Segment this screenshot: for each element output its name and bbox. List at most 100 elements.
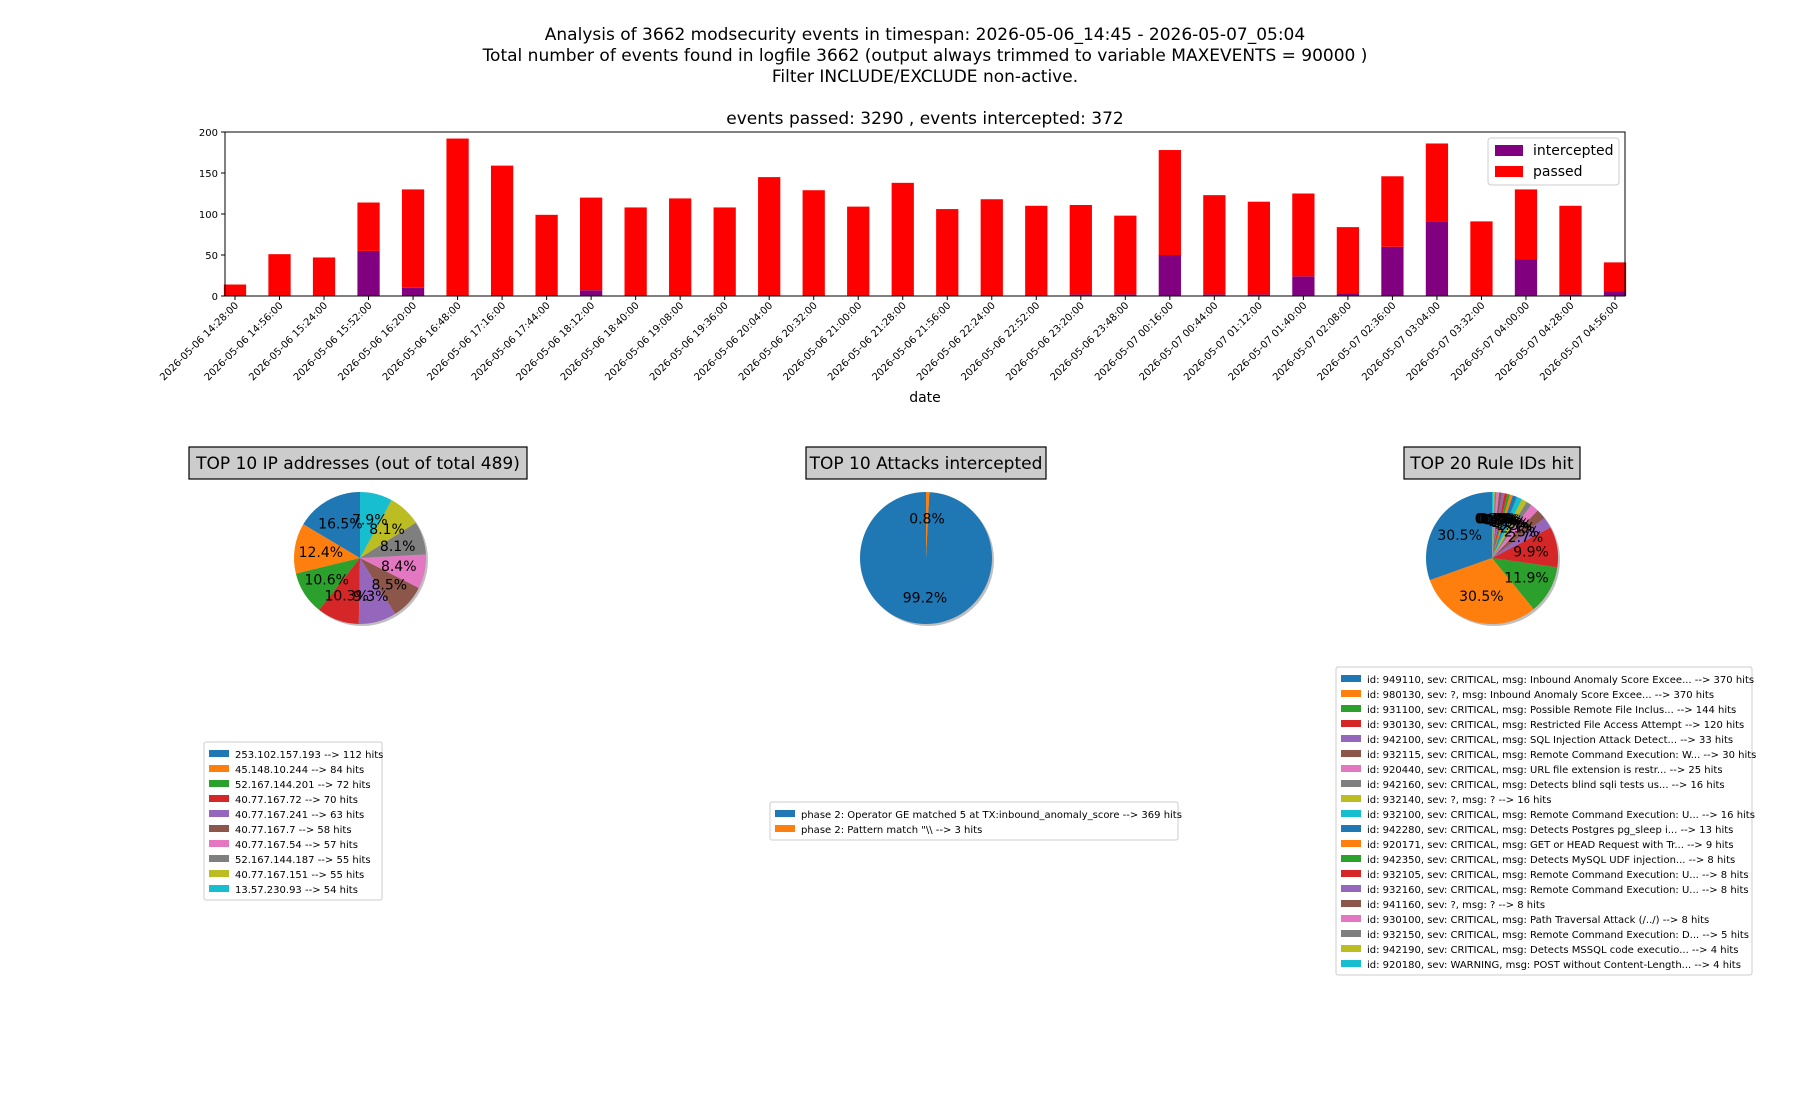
bar-passed (580, 197, 603, 291)
bar-chart-xlabel: date (909, 390, 941, 406)
pie-pct-label: 30.5% (1459, 589, 1503, 605)
pie-slice (1492, 499, 1527, 558)
y-tick-label: 0 (212, 292, 218, 303)
bar-intercepted (1292, 276, 1315, 296)
bar-passed (1114, 215, 1137, 295)
legend-swatch (1341, 840, 1361, 847)
bar-passed (1336, 227, 1360, 294)
x-tick-label: 2026-05-06 14:56:00 (203, 300, 286, 383)
pie-pct-label: 30.5% (1437, 528, 1481, 544)
legend-swatch (209, 765, 229, 772)
bar-intercepted (1114, 294, 1137, 296)
pie-slice (1429, 558, 1534, 625)
legend-label: 52.167.144.201 --> 72 hits (235, 780, 371, 791)
pie-pct-label: 11.9% (1504, 570, 1548, 586)
x-tick-label: 2026-05-06 22:52:00 (960, 300, 1043, 383)
pie-pct-label: 0.7% (1483, 512, 1519, 528)
legend-label: id: 920180, sev: WARNING, msg: POST with… (1367, 960, 1741, 971)
legend-label-intercepted: intercepted (1533, 143, 1614, 159)
pie-pct-label: 0.3% (1475, 511, 1511, 527)
x-tick-label: 2026-05-06 21:28:00 (826, 300, 909, 383)
bar-intercepted (1425, 221, 1449, 296)
pie-slice (360, 558, 419, 614)
ip-pie-panel: TOP 10 IP addresses (out of total 489) 1… (188, 446, 528, 901)
bar-intercepted (1203, 294, 1226, 296)
pie-slice (295, 558, 360, 610)
events-bar-chart: events passed: 3290 , events intercepted… (158, 109, 1627, 406)
pie-slice (358, 558, 396, 624)
pie-slice (926, 492, 930, 558)
x-tick-label: 2026-05-06 16:20:00 (336, 300, 419, 383)
pie-pct-label: 16.5% (318, 517, 362, 533)
pie-pct-label: 1.3% (1496, 518, 1532, 534)
header-line-3: Filter INCLUDE/EXCLUDE non-active. (772, 67, 1078, 87)
x-tick-label: 2026-05-07 03:04:00 (1360, 300, 1443, 383)
legend-label: id: 932140, sev: ?, msg: ? --> 16 hits (1367, 795, 1551, 806)
legend-swatch (1341, 675, 1361, 682)
legend-label: 45.148.10.244 --> 84 hits (235, 765, 364, 776)
bar-passed (1425, 143, 1449, 222)
bar-passed (535, 214, 558, 296)
x-tick-label: 2026-05-07 02:36:00 (1316, 300, 1399, 383)
pie-slice (360, 554, 426, 588)
pie-legend-box (1335, 666, 1753, 976)
bar-passed (1025, 205, 1048, 296)
bar-chart-title: events passed: 3290 , events intercepted… (726, 109, 1123, 129)
bar-intercepted (1069, 294, 1092, 296)
legend-swatch (209, 795, 229, 802)
pie-pct-label: 8.1% (369, 522, 405, 538)
legend-label: id: 930130, sev: CRITICAL, msg: Restrict… (1367, 720, 1744, 731)
pie-slice (360, 492, 392, 558)
x-tick-label: 2026-05-06 15:24:00 (247, 300, 330, 383)
legend-label: 40.77.167.72 --> 70 hits (235, 795, 358, 806)
legend-label: 40.77.167.151 --> 55 hits (235, 870, 364, 881)
legend-label: id: 930100, sev: CRITICAL, msg: Path Tra… (1367, 915, 1709, 926)
pie-slice (1492, 492, 1505, 558)
legend-swatch (1341, 930, 1361, 937)
legend-swatch (209, 885, 229, 892)
legend-swatch (1341, 750, 1361, 757)
bar-intercepted (1381, 246, 1404, 296)
x-tick-label: 2026-05-06 23:48:00 (1049, 300, 1132, 383)
bar-passed (490, 165, 514, 296)
legend-swatch (1341, 960, 1361, 967)
x-tick-label: 2026-05-06 17:16:00 (425, 300, 508, 383)
legend-label: id: 932105, sev: CRITICAL, msg: Remote C… (1367, 870, 1749, 881)
bar-intercepted (1603, 291, 1627, 296)
bar-passed (980, 199, 1003, 296)
x-tick-label: 2026-05-06 17:44:00 (470, 300, 553, 383)
pie-title: TOP 10 IP addresses (out of total 489) (195, 454, 520, 474)
y-tick-label: 100 (199, 210, 218, 221)
legend-swatch (1341, 795, 1361, 802)
bar-passed (758, 177, 781, 296)
x-tick-label: 2026-05-06 21:00:00 (781, 300, 864, 383)
pie-legend-box (203, 741, 383, 901)
x-tick-label: 2026-05-06 20:32:00 (737, 300, 820, 383)
pie-title-box (188, 446, 528, 480)
pie-pct-label: 8.5% (371, 578, 407, 594)
x-tick-label: 2026-05-06 23:20:00 (1004, 300, 1087, 383)
legend-swatch (209, 750, 229, 757)
legend-swatch (1341, 690, 1361, 697)
bar-passed (1381, 176, 1404, 247)
x-tick-label: 2026-05-07 01:12:00 (1182, 300, 1265, 383)
pie-pct-label: 0.7% (1481, 512, 1517, 528)
legend-label: id: 931100, sev: CRITICAL, msg: Possible… (1367, 705, 1736, 716)
pie-pct-label: 0.7% (1478, 512, 1514, 528)
pie-slice (1492, 492, 1494, 558)
x-tick-label: 2026-05-06 16:48:00 (381, 300, 464, 383)
legend-label-passed: passed (1533, 164, 1583, 180)
legend-swatch (1341, 870, 1361, 877)
bar-intercepted (580, 290, 603, 296)
legend-swatch (209, 780, 229, 787)
y-tick-label: 200 (199, 128, 218, 139)
legend-label: id: 932150, sev: CRITICAL, msg: Remote C… (1367, 930, 1749, 941)
pie-title-box (805, 446, 1047, 480)
legend-label: id: 932100, sev: CRITICAL, msg: Remote C… (1367, 810, 1755, 821)
bar-intercepted (401, 287, 425, 296)
pie-title-box (1403, 446, 1581, 480)
pie-pct-label: 0.7% (1479, 512, 1515, 528)
x-tick-label: 2026-05-06 18:12:00 (514, 300, 597, 383)
header-line-1: Analysis of 3662 modsecurity events in t… (545, 25, 1305, 45)
bar-passed (1247, 201, 1270, 295)
